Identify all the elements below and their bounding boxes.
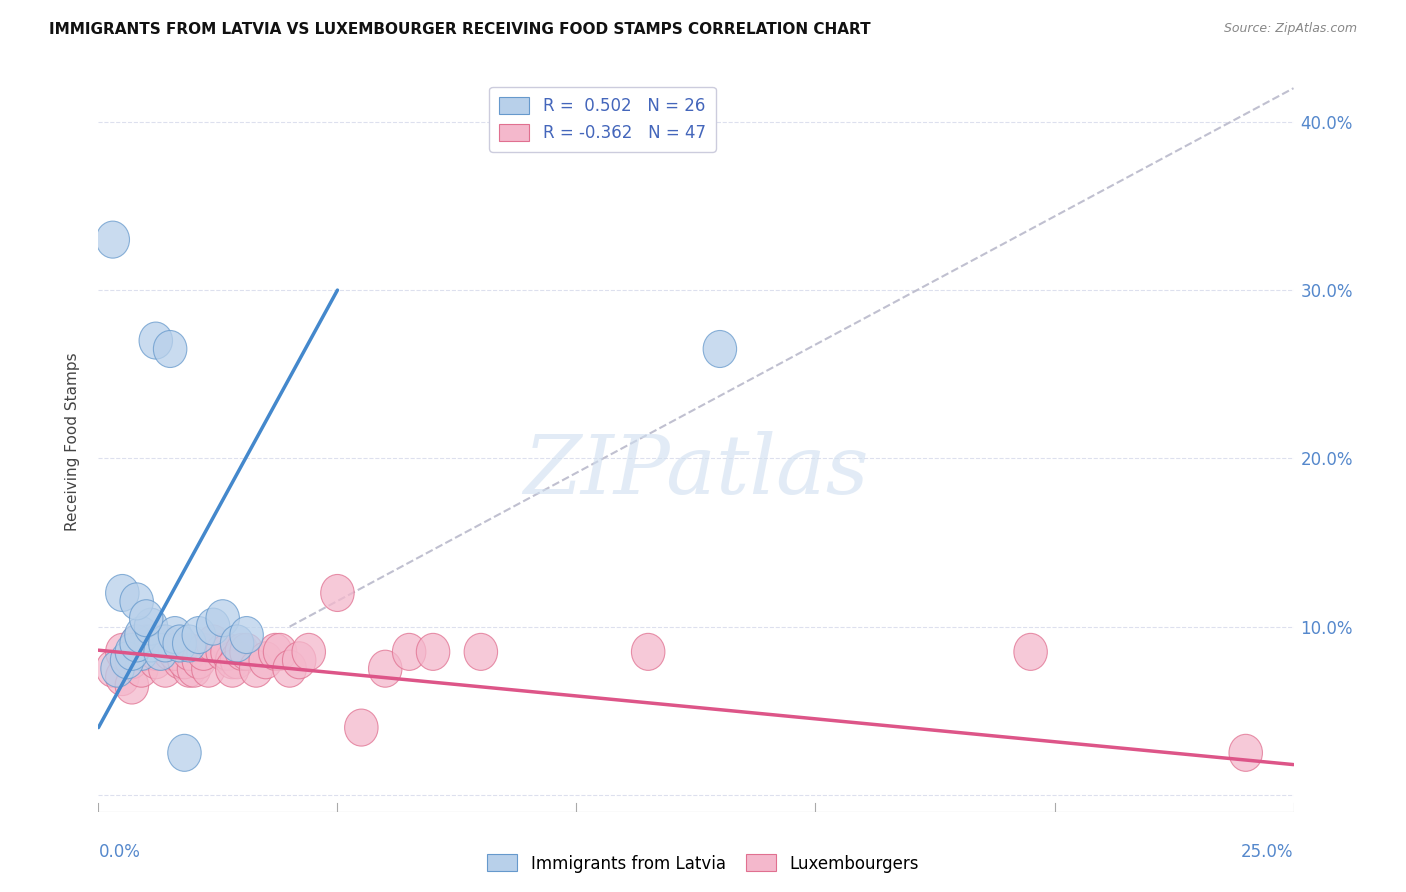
Ellipse shape [96,650,129,687]
Ellipse shape [129,633,163,671]
Ellipse shape [149,625,183,662]
Ellipse shape [139,641,173,679]
Ellipse shape [392,633,426,671]
Ellipse shape [139,633,173,671]
Ellipse shape [273,650,307,687]
Ellipse shape [139,322,173,359]
Ellipse shape [120,625,153,662]
Ellipse shape [143,625,177,662]
Ellipse shape [464,633,498,671]
Y-axis label: Receiving Food Stamps: Receiving Food Stamps [65,352,80,531]
Ellipse shape [368,650,402,687]
Ellipse shape [163,625,197,662]
Ellipse shape [231,633,263,671]
Ellipse shape [159,616,191,654]
Ellipse shape [344,709,378,746]
Ellipse shape [207,633,239,671]
Text: IMMIGRANTS FROM LATVIA VS LUXEMBOURGER RECEIVING FOOD STAMPS CORRELATION CHART: IMMIGRANTS FROM LATVIA VS LUXEMBOURGER R… [49,22,870,37]
Ellipse shape [129,625,163,662]
Text: 25.0%: 25.0% [1241,843,1294,861]
Ellipse shape [283,641,316,679]
Ellipse shape [225,633,259,671]
Ellipse shape [263,633,297,671]
Ellipse shape [197,625,231,662]
Ellipse shape [135,608,167,645]
Ellipse shape [111,641,143,679]
Ellipse shape [105,633,139,671]
Ellipse shape [221,625,254,662]
Ellipse shape [292,633,326,671]
Legend: Immigrants from Latvia, Luxembourgers: Immigrants from Latvia, Luxembourgers [481,847,925,880]
Ellipse shape [191,650,225,687]
Text: Source: ZipAtlas.com: Source: ZipAtlas.com [1223,22,1357,36]
Ellipse shape [631,633,665,671]
Ellipse shape [115,633,149,671]
Legend: R =  0.502   N = 26, R = -0.362   N = 47: R = 0.502 N = 26, R = -0.362 N = 47 [489,87,716,152]
Ellipse shape [249,641,283,679]
Ellipse shape [120,625,153,662]
Ellipse shape [197,608,231,645]
Ellipse shape [215,650,249,687]
Ellipse shape [125,633,159,671]
Ellipse shape [211,633,245,671]
Ellipse shape [1229,734,1263,772]
Ellipse shape [167,641,201,679]
Ellipse shape [207,599,239,637]
Ellipse shape [173,633,207,671]
Ellipse shape [125,616,159,654]
Ellipse shape [125,650,159,687]
Text: ZIPatlas: ZIPatlas [523,431,869,511]
Ellipse shape [120,582,153,620]
Text: 0.0%: 0.0% [98,843,141,861]
Ellipse shape [183,616,215,654]
Ellipse shape [173,650,207,687]
Ellipse shape [231,616,263,654]
Ellipse shape [703,331,737,368]
Ellipse shape [1014,633,1047,671]
Ellipse shape [259,633,292,671]
Ellipse shape [105,658,139,696]
Ellipse shape [416,633,450,671]
Ellipse shape [96,221,129,258]
Ellipse shape [153,331,187,368]
Ellipse shape [149,650,183,687]
Ellipse shape [115,667,149,704]
Ellipse shape [221,641,254,679]
Ellipse shape [183,641,215,679]
Ellipse shape [135,625,167,662]
Ellipse shape [153,633,187,671]
Ellipse shape [177,650,211,687]
Ellipse shape [215,641,249,679]
Ellipse shape [321,574,354,612]
Ellipse shape [101,650,135,687]
Ellipse shape [163,641,197,679]
Ellipse shape [167,734,201,772]
Ellipse shape [115,641,149,679]
Ellipse shape [187,633,221,671]
Ellipse shape [129,599,163,637]
Ellipse shape [159,633,191,671]
Ellipse shape [173,625,207,662]
Ellipse shape [239,650,273,687]
Ellipse shape [105,574,139,612]
Ellipse shape [143,633,177,671]
